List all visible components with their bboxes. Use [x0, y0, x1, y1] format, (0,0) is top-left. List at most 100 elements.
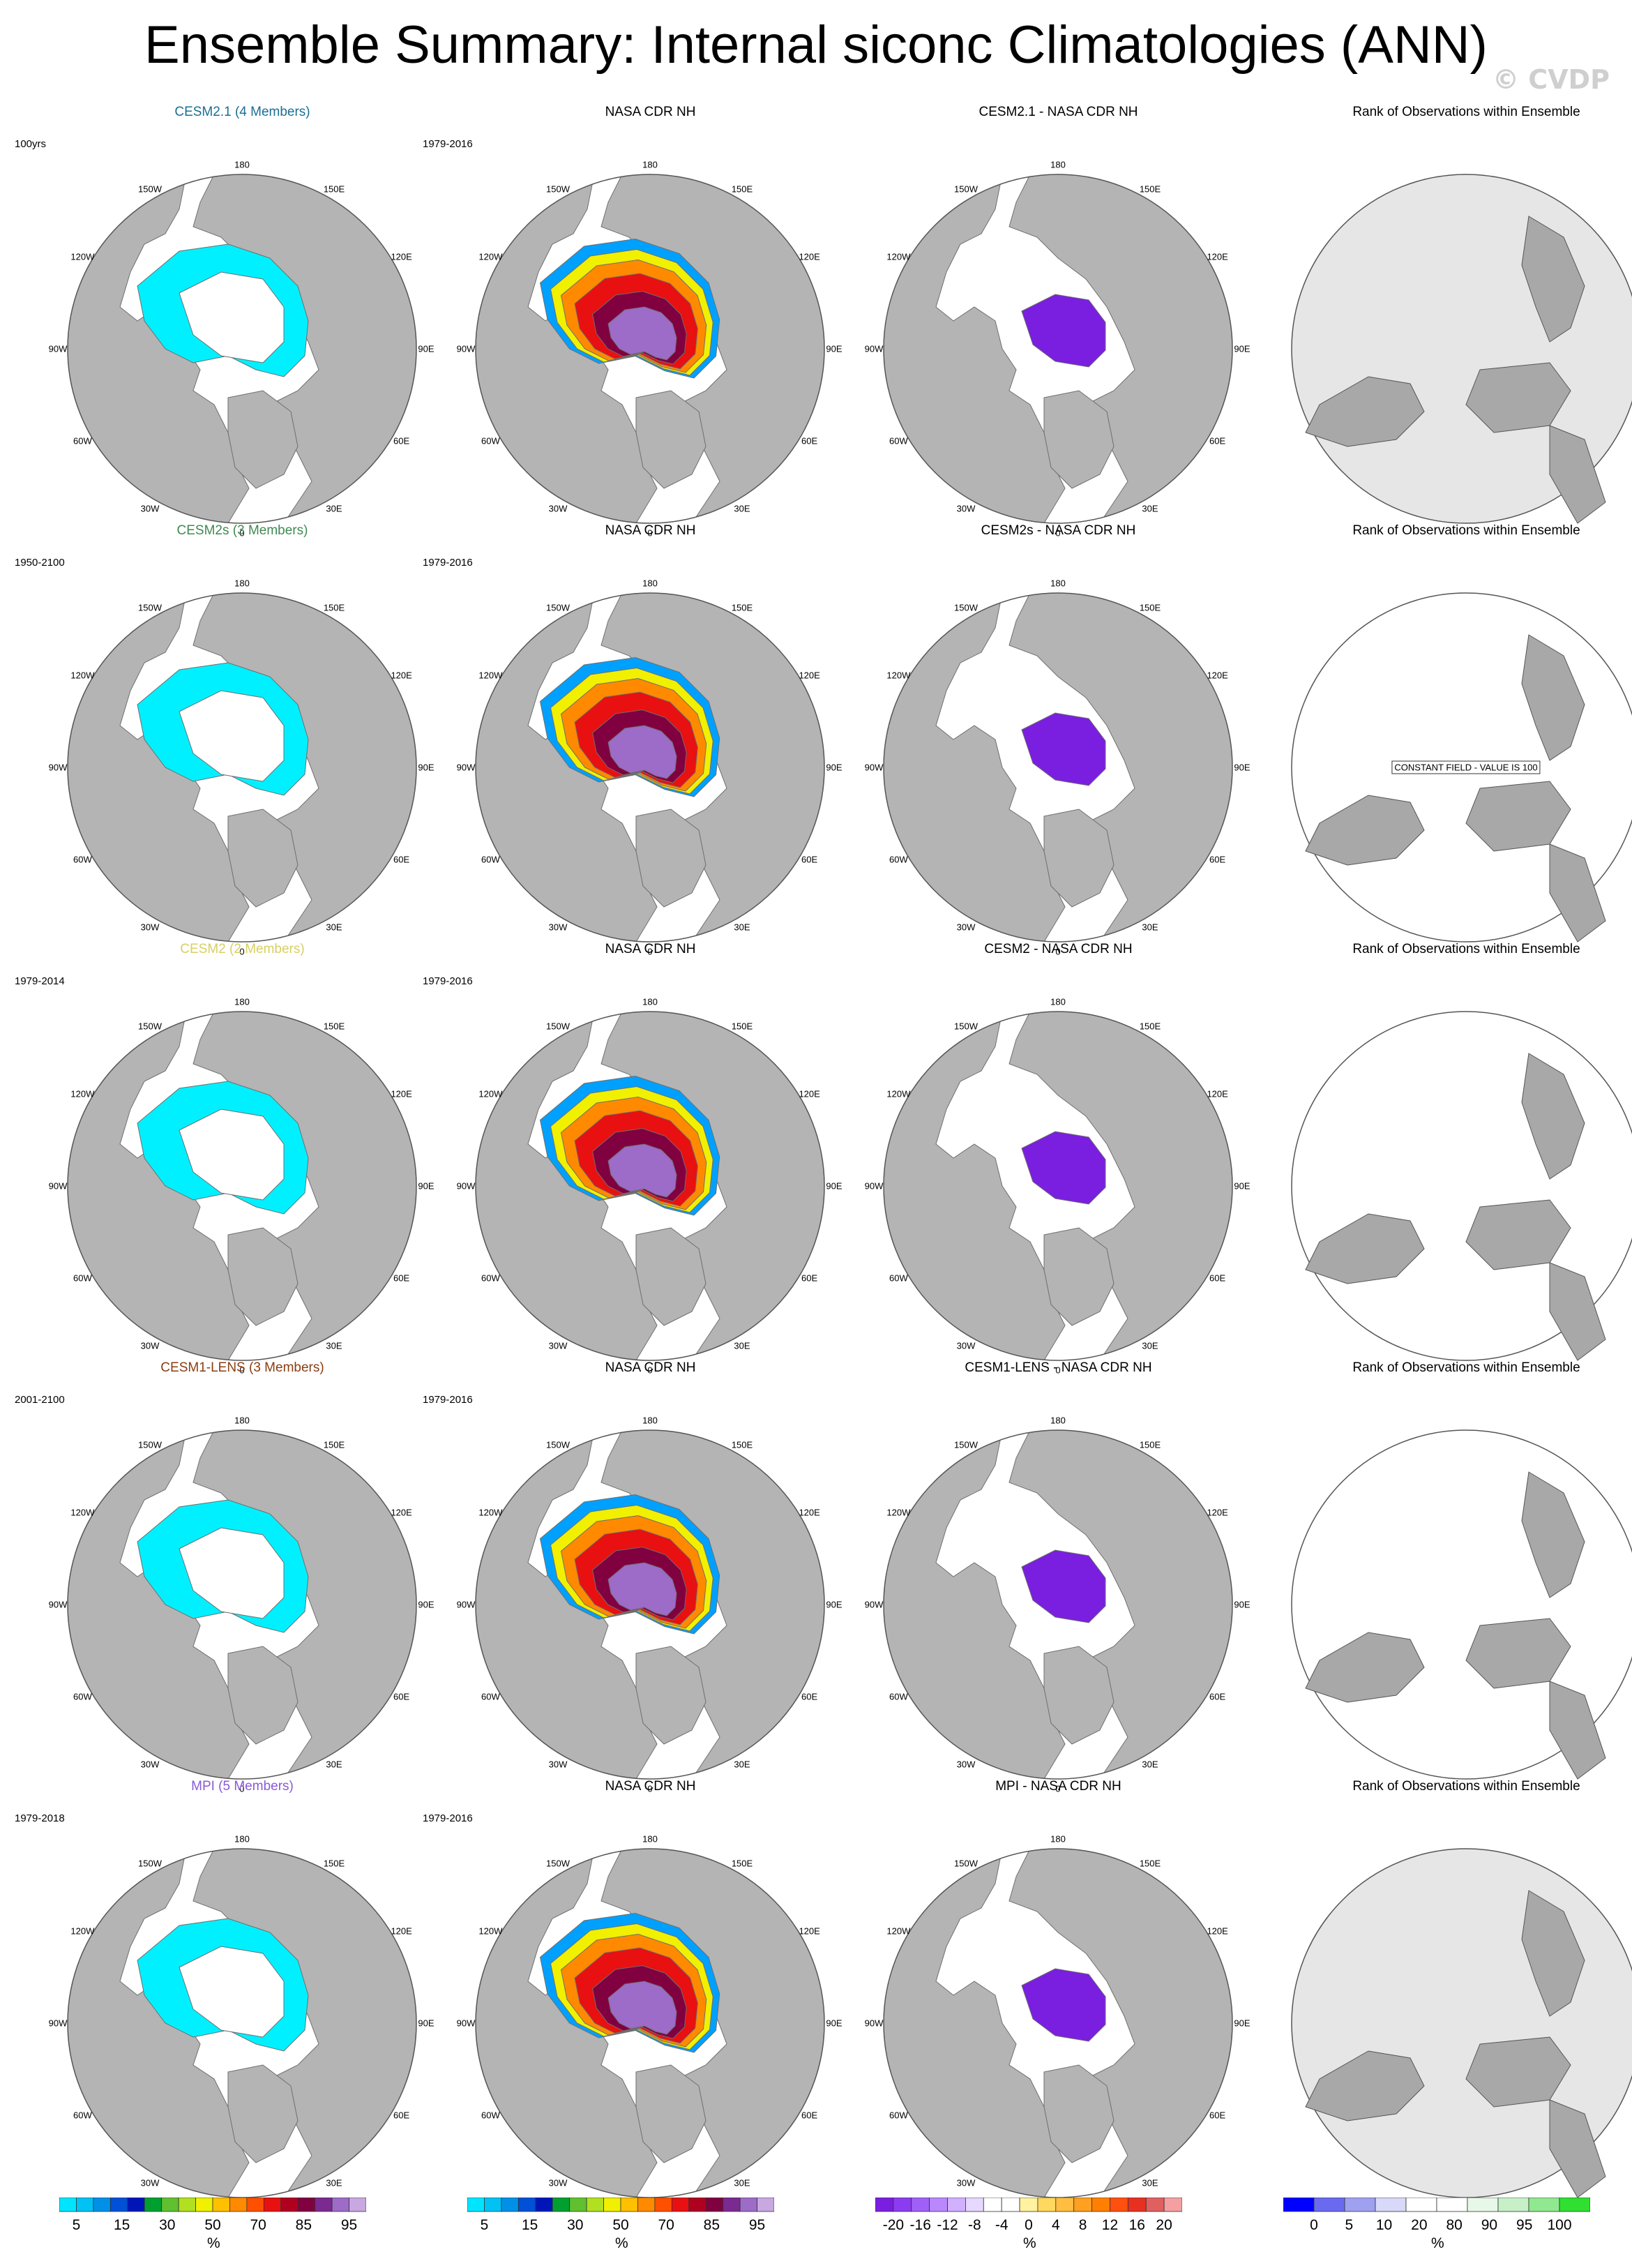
longitude-label: 60W	[481, 2110, 500, 2121]
longitude-label: 30W	[140, 503, 160, 514]
longitude-label: 90W	[456, 343, 476, 354]
land-greenland	[227, 390, 299, 489]
longitude-label: 150E	[323, 1021, 345, 1032]
map-panel-rank: Rank of Observations within Ensemble	[1262, 1360, 1632, 1793]
map-border	[475, 174, 825, 524]
longitude-label: 120E	[799, 670, 820, 681]
longitude-label: 120E	[1207, 1925, 1228, 1937]
polar-map	[883, 1848, 1233, 2198]
colorbar-tick-label: 5	[72, 2217, 81, 2233]
longitude-label: 60W	[73, 854, 92, 865]
map-border	[475, 1429, 825, 1780]
map-panel-diff: CESM2.1 - NASA CDR NH 180 150E 120E 90E 60E 30…	[854, 105, 1262, 539]
longitude-label: 150E	[323, 1439, 345, 1450]
longitude-label: 150E	[731, 183, 753, 195]
colorbar-tick-label: 20	[1156, 2217, 1172, 2233]
colorbar-swatch	[59, 2198, 77, 2212]
map-border	[475, 592, 825, 943]
longitude-label: 30E	[734, 503, 750, 514]
map-border	[475, 1011, 825, 1361]
longitude-label: 60W	[73, 1691, 92, 1702]
continent-3	[1549, 843, 1606, 943]
period-label: 100yrs	[15, 138, 47, 150]
longitude-label: 60E	[1209, 435, 1226, 446]
longitude-label: 150E	[731, 602, 753, 613]
colorbar-swatch	[109, 2198, 128, 2212]
longitude-label: 120E	[391, 1088, 412, 1099]
longitude-label: 150E	[1139, 1439, 1161, 1450]
longitude-label: 0	[239, 946, 245, 957]
longitude-label: 60W	[889, 1272, 908, 1284]
map-border	[883, 592, 1233, 943]
land-greenland	[1043, 390, 1115, 489]
map-panel-diff: CESM2s - NASA CDR NH 180 150E 120E 90E 60E 30E…	[854, 523, 1262, 957]
longitude-label: 120W	[70, 1088, 95, 1099]
colorbar-swatch	[1559, 2198, 1590, 2212]
sea-ice-band-5	[607, 1981, 677, 2035]
colorbar-unit: %	[207, 2235, 220, 2251]
longitude-label: 180	[234, 578, 250, 589]
colorbar-swatch	[1073, 2198, 1092, 2212]
longitude-label: 0	[647, 527, 653, 539]
longitude-label: 90W	[48, 343, 68, 354]
longitude-label: 150W	[954, 1021, 978, 1032]
longitude-label: 90W	[864, 2018, 884, 2029]
longitude-label: 180	[642, 1415, 658, 1426]
longitude-label: 120W	[478, 1088, 503, 1099]
longitude-label: 60E	[393, 854, 410, 865]
longitude-label: 0	[1055, 1365, 1061, 1376]
longitude-label: 30W	[548, 922, 568, 933]
longitude-label: 0	[647, 1783, 653, 1794]
longitude-label: 0	[1055, 527, 1061, 539]
longitude-label: 60W	[73, 435, 92, 446]
longitude-label: 90W	[48, 1180, 68, 1192]
colorbar-tick-label: 30	[567, 2217, 584, 2233]
colorbar-tick-label: 5	[480, 2217, 489, 2233]
colorbar-tick-label: -16	[909, 2217, 931, 2233]
polar-map	[883, 1011, 1233, 1361]
land-eurasia	[1008, 174, 1232, 523]
longitude-label: 120E	[391, 1925, 412, 1937]
longitude-label: 180	[234, 1833, 250, 1845]
colorbar-tick-label: 20	[1411, 2217, 1428, 2233]
map-panel-model: MPI (5 Members) 1979-2018 180 150E 120E 90E 60…	[15, 1779, 446, 2213]
colorbar-swatch	[484, 2198, 502, 2212]
longitude-label: 30W	[956, 503, 976, 514]
longitude-label: 90E	[1234, 762, 1251, 773]
diff-panel-title: CESM2 - NASA CDR NH	[984, 942, 1133, 956]
longitude-label: 90E	[826, 2018, 843, 2029]
longitude-label: 30E	[734, 1340, 750, 1351]
colorbar-swatch	[911, 2198, 930, 2212]
longitude-label: 60E	[393, 2110, 410, 2121]
longitude-label: 120E	[391, 670, 412, 681]
land-north-america	[884, 1430, 1066, 1779]
colorbar-unit: %	[1431, 2235, 1444, 2251]
rank-globe-map	[1291, 1848, 1632, 2198]
obs-panel-title: NASA CDR NH	[605, 1360, 696, 1375]
polar-map	[475, 1429, 825, 1780]
longitude-label: 90E	[826, 343, 843, 354]
obs-panel-title: NASA CDR NH	[605, 523, 696, 538]
colorbar-swatch	[569, 2198, 587, 2212]
colorbar-unit: %	[615, 2235, 628, 2251]
colorbar-swatch	[603, 2198, 621, 2212]
map-border	[67, 1429, 417, 1780]
rank-globe-map	[1291, 1011, 1632, 1361]
longitude-label: 90W	[48, 762, 68, 773]
colorbar-swatch	[263, 2198, 282, 2212]
polar-map	[67, 1429, 417, 1780]
colorbar-swatch	[195, 2198, 213, 2212]
longitude-label: 60E	[801, 854, 818, 865]
map-panel-model: CESM2 (2 Members) 1979-2014 180 150E 120E 90E…	[15, 942, 446, 1376]
colorbar-tick-label: 50	[612, 2217, 629, 2233]
colorbar-swatch	[757, 2198, 774, 2212]
longitude-label: 30E	[1142, 2177, 1158, 2188]
longitude-label: 120E	[799, 251, 820, 262]
colorbar-swatch	[1467, 2198, 1499, 2212]
obs-panel-title: NASA CDR NH	[605, 1779, 696, 1794]
sea-ice-interior	[179, 1109, 285, 1201]
model-panel-title: CESM2 (2 Members)	[180, 942, 305, 956]
sea-ice-difference	[1021, 1968, 1106, 2042]
longitude-label: 180	[642, 996, 658, 1007]
longitude-label: 30W	[548, 1340, 568, 1351]
